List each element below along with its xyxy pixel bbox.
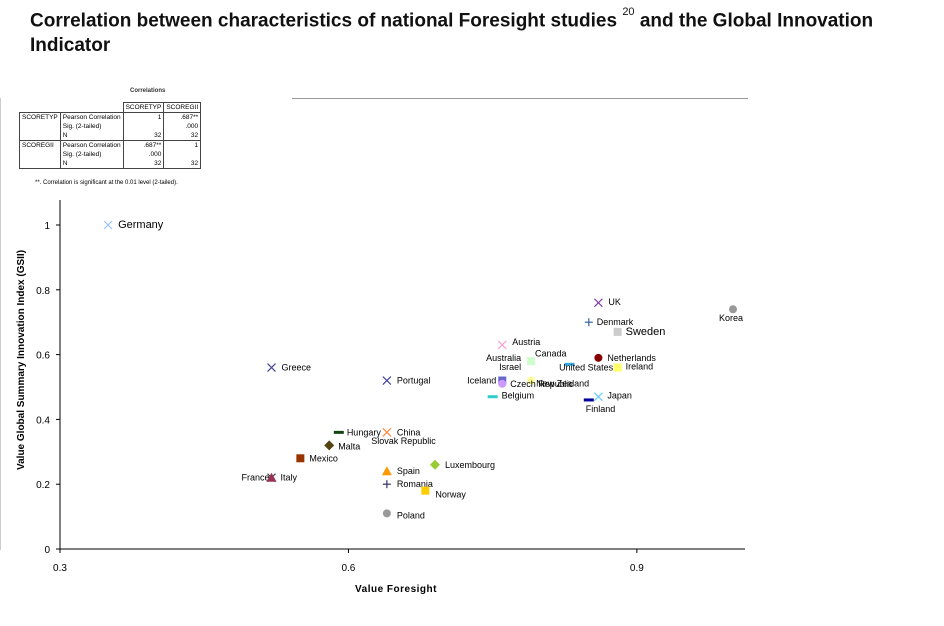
point-marker <box>497 340 507 350</box>
point-label: Belgium <box>502 391 535 401</box>
point-marker <box>613 363 622 372</box>
point-label: Denmark <box>597 317 634 327</box>
correlations-caption: Correlations <box>130 88 166 94</box>
point-label: New Zealand <box>536 379 589 389</box>
point-marker <box>527 357 536 366</box>
corr-row: N 32 32 <box>19 131 202 141</box>
point-label: Slovak Republic <box>371 436 436 446</box>
point-marker <box>382 376 392 385</box>
corr-row: N 32 32 <box>19 159 202 169</box>
point-marker <box>429 459 440 470</box>
point-marker <box>594 353 603 362</box>
point-marker <box>583 398 594 402</box>
point-marker <box>729 305 737 314</box>
point-label: Hungary <box>347 427 382 437</box>
point-label: Israel <box>499 362 521 372</box>
point-label: Korea <box>719 313 743 323</box>
corr-cell: .687** <box>163 112 202 122</box>
point-marker <box>527 376 536 385</box>
point-label: Czech Republic <box>510 379 574 389</box>
corr-header-cell: SCOREGII <box>163 102 202 113</box>
corr-cell: 32 <box>163 159 202 169</box>
x-tick-label: 0.6 <box>341 563 355 574</box>
corr-row: SCORETYP Pearson Correlation 1.687** <box>19 112 202 122</box>
corr-cell: 1 <box>163 140 202 150</box>
point-marker <box>593 298 603 308</box>
left-rule <box>0 98 1 550</box>
point-marker <box>382 427 392 437</box>
y-tick-label: 0.6 <box>36 351 50 362</box>
point-marker <box>613 327 622 336</box>
point-label: UK <box>608 297 621 307</box>
horizontal-rule <box>292 98 748 99</box>
correlations-table: SCORETYP SCOREGII SCORETYP Pearson Correlat… <box>19 102 202 169</box>
x-tick-label: 0.3 <box>53 563 67 574</box>
point-label: Australia <box>486 353 521 363</box>
point-label: Austria <box>512 337 540 347</box>
point-label: Iceland <box>467 376 496 386</box>
point-label: Norway <box>435 490 466 500</box>
point-label: Luxembourg <box>445 460 495 470</box>
corr-cell: N <box>59 131 124 141</box>
point-label: Romania <box>397 479 433 489</box>
point-marker <box>333 430 344 434</box>
point-label: Germany <box>118 219 164 231</box>
correlations-note: **. Correlation is significant at the 0.… <box>35 180 178 186</box>
y-axis-label: Value Global Summary Innovation Index (G… <box>16 250 27 470</box>
corr-cell: Sig. (2-tailed) <box>59 122 124 131</box>
corr-cell: .000 <box>163 122 202 131</box>
y-tick-label: 0.4 <box>36 415 50 426</box>
y-tick-label: 0.8 <box>36 286 50 297</box>
point-marker <box>267 363 276 372</box>
corr-row: Sig. (2-tailed) .000 <box>19 150 202 159</box>
point-label: Canada <box>535 348 567 358</box>
point-marker <box>381 466 392 476</box>
title-text: Correlation between characteristics of n… <box>30 10 618 32</box>
point-marker <box>296 454 305 463</box>
point-marker <box>103 220 113 230</box>
x-axis-label: Value Foresight <box>355 584 437 595</box>
point-label: Sweden <box>626 326 666 338</box>
point-label: Italy <box>281 473 298 483</box>
point-label: Portugal <box>397 376 431 386</box>
point-marker <box>487 395 498 399</box>
corr-cell: Pearson Correlation <box>59 140 124 150</box>
point-label: Japan <box>607 391 632 401</box>
y-tick-label: 0.2 <box>36 480 50 491</box>
point-marker <box>382 509 391 518</box>
corr-cell: 32 <box>163 131 202 141</box>
corr-cell: Pearson Correlation <box>59 112 124 122</box>
point-label: Finland <box>586 404 616 414</box>
point-marker <box>266 472 277 482</box>
point-label: Spain <box>397 466 420 476</box>
corr-row: Sig. (2-tailed) .000 <box>19 122 202 131</box>
point-marker <box>564 362 575 366</box>
point-marker <box>593 392 603 402</box>
y-tick-label: 1 <box>44 221 50 232</box>
point-label: Netherlands <box>607 353 656 363</box>
corr-cell: Sig. (2-tailed) <box>59 150 124 159</box>
point-marker <box>324 440 335 451</box>
corr-cell <box>163 150 202 159</box>
title-footnote: 20 <box>622 6 635 18</box>
point-label: Mexico <box>309 453 338 463</box>
point-marker <box>421 486 430 495</box>
corr-cell: N <box>59 159 124 169</box>
point-label: Greece <box>282 363 312 373</box>
point-marker <box>498 379 507 388</box>
point-label: Malta <box>338 441 360 451</box>
point-label: United States <box>559 363 614 373</box>
point-label: China <box>397 427 421 437</box>
point-label: France <box>242 473 270 483</box>
point-label: Ireland <box>626 362 654 372</box>
x-tick-label: 0.9 <box>630 563 644 574</box>
y-tick-label: 0 <box>44 545 50 556</box>
title-text-2: and the Global Innovation Indicator <box>30 10 874 57</box>
point-label: Poland <box>397 510 425 520</box>
corr-row: SCOREGII Pearson Correlation .687** 1 <box>19 140 202 150</box>
chart-title: Correlation between characteristics of n… <box>30 4 930 58</box>
